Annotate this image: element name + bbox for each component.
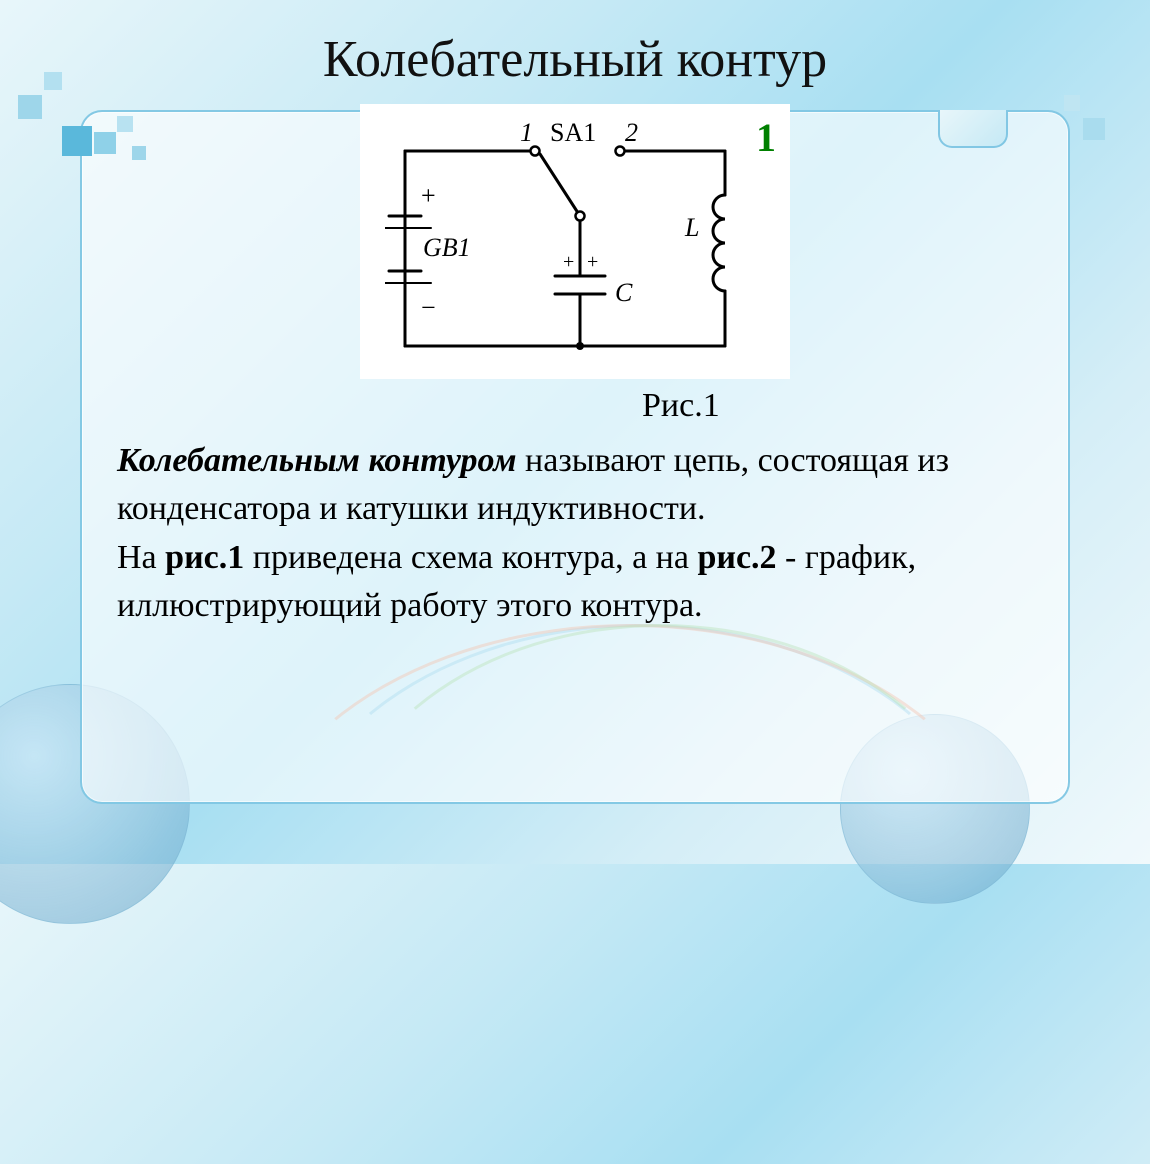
figure-caption: Рис.1	[642, 387, 720, 425]
line2-mid: приведена схема контура, а на	[244, 539, 697, 576]
capacitor-plus2: +	[563, 251, 574, 273]
line2-pre: На	[117, 539, 165, 576]
term: Колебательным контуром	[117, 442, 517, 479]
definition-paragraph: Колебательным контуром называют цепь, со…	[117, 437, 1018, 630]
figure-number: 1	[756, 114, 776, 161]
content-panel: 1	[80, 110, 1070, 804]
switch-pos1-label: 1	[520, 118, 533, 147]
switch-label: SA1	[550, 118, 596, 147]
capacitor-plus: +	[587, 251, 598, 273]
ref1: рис.1	[165, 539, 244, 576]
battery-plus: +	[421, 181, 436, 210]
slide-title: Колебательный контур	[0, 30, 1150, 89]
capacitor-label: C	[615, 278, 633, 307]
circuit-figure: 1	[360, 104, 790, 379]
pixel-tab-decoration	[52, 126, 172, 166]
panel-notch	[938, 110, 1008, 148]
circuit-diagram: 1 2 SA1 GB1 L C + − + +	[385, 116, 755, 371]
battery-label: GB1	[423, 233, 471, 262]
switch-pos2-label: 2	[625, 118, 638, 147]
ref2: рис.2	[697, 539, 776, 576]
inductor-label: L	[684, 213, 699, 242]
battery-minus: −	[421, 293, 436, 322]
